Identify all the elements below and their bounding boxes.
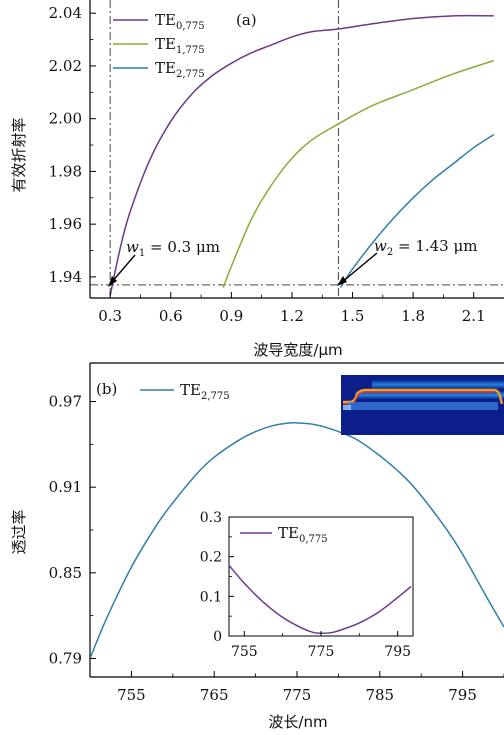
panel-a: 0.3 0.6 0.9 1.2 1.5 1.8 2.1 1.94 1.96 1.98 2.00 2.0… [10, 0, 504, 359]
panel-b-series-0 [90, 421, 504, 659]
panel-b-xtick-label-4: 795 [448, 686, 477, 704]
field-image-edge [343, 405, 351, 410]
legend-label-te1: TE1,775 [155, 35, 205, 56]
mode-field-image [341, 375, 504, 435]
inset-ticks: 755 775 795 0 0.1 0.2 0.3 [200, 510, 411, 660]
panel-a-ytick-label-2: 1.98 [49, 162, 82, 180]
panel-a-ytick-label-3: 2.00 [49, 110, 82, 128]
inset-ytick-label-3: 0.3 [200, 510, 222, 526]
inset-xtick-label-2: 795 [384, 644, 411, 660]
panel-a-ytick-label-5: 2.04 [49, 4, 82, 22]
annotation-w2-arrowhead [337, 276, 347, 286]
inset-legend-label: TE0,775 [278, 524, 328, 545]
legend-label-te2-b: TE2,775 [180, 381, 230, 402]
inset-frame [228, 516, 414, 637]
panel-b-ylabel: 透过率 [10, 509, 28, 554]
field-image-band-2 [355, 391, 504, 399]
panel-a-series-0 [109, 14, 494, 296]
panel-a-xtick-label-5: 1.8 [401, 307, 425, 325]
field-image-bar [348, 402, 498, 410]
inset-ytick-label-2: 0.2 [200, 550, 222, 566]
panel-a-xtick-label-0: 0.3 [98, 307, 122, 325]
panel-a-ticks: 0.3 0.6 0.9 1.2 1.5 1.8 2.1 1.94 1.96 1.98 2.00 2.0… [49, 4, 486, 325]
panel-a-series-2 [339, 133, 495, 288]
panel-b-xlabel: 波长/nm [268, 713, 327, 731]
panel-a-xtick-label-4: 1.5 [341, 307, 365, 325]
field-image-core [343, 388, 504, 405]
panel-a-ytick-label-4: 2.02 [49, 57, 82, 75]
panel-b-label: (b) [96, 380, 117, 398]
panel-a-ytick-label-1: 1.96 [49, 215, 82, 233]
panel-b-series [90, 421, 504, 659]
annotation-w1: w1 = 0.3 μm [108, 238, 220, 287]
panel-a-ylabel: 有效折射率 [10, 117, 28, 192]
panel-b-ytick-label-0: 0.79 [49, 649, 82, 667]
panel-a-series [109, 14, 495, 296]
annotation-w1-arrowhead [108, 276, 117, 287]
panel-a-xtick-label-1: 0.6 [159, 307, 183, 325]
inset-xtick-label-1: 775 [308, 644, 335, 660]
panel-b-legend: TE2,775 [140, 381, 230, 402]
inset-ytick-label-0: 0 [213, 629, 222, 645]
panel-a-xtick-label-3: 1.2 [280, 307, 304, 325]
panel-a-legend: TE0,775 TE1,775 TE2,775 [113, 11, 205, 80]
panel-b-ytick-label-3: 0.97 [49, 393, 82, 411]
panel-a-reference-lines [90, 0, 504, 298]
panel-b-ticks: 755 765 775 785 795 0.79 0.85 0.91 0.97 [49, 393, 504, 704]
panel-a-ytick-label-0: 1.94 [49, 268, 82, 286]
panel-a-series-1 [222, 59, 495, 288]
annotation-w1-label: w1 = 0.3 μm [126, 238, 220, 259]
annotation-w2-arrow [340, 252, 378, 284]
panel-b-xtick-label-2: 775 [283, 686, 312, 704]
panel-b-xtick-label-0: 755 [117, 686, 146, 704]
panel-b: 755 765 775 785 795 0.79 0.85 0.91 0.97 波长/nm 透过… [10, 362, 504, 731]
panel-a-label: (a) [236, 11, 257, 29]
annotation-w1-arrow [110, 254, 136, 284]
legend-label-te0: TE0,775 [155, 11, 205, 32]
panel-a-xtick-label-2: 0.9 [219, 307, 243, 325]
panel-a-xtick-label-6: 2.1 [462, 307, 486, 325]
field-image-band-1 [372, 380, 504, 389]
panel-b-xtick-label-3: 785 [365, 686, 394, 704]
panel-a-xlabel: 波导宽度/μm [253, 341, 342, 359]
panel-b-ytick-label-1: 0.85 [49, 564, 82, 582]
inset-chart: 755 775 795 0 0.1 0.2 0.3 TE0,775 [200, 510, 414, 660]
panel-b-ytick-label-2: 0.91 [49, 478, 82, 496]
annotation-w2-label: w2 = 1.43 μm [374, 237, 477, 258]
inset-ytick-label-1: 0.1 [200, 589, 222, 605]
inset-xtick-label-0: 755 [231, 644, 258, 660]
annotation-w2: w2 = 1.43 μm [337, 237, 477, 286]
inset-legend: TE0,775 [240, 524, 328, 545]
legend-label-te2: TE2,775 [155, 59, 205, 80]
panel-b-xtick-label-1: 765 [200, 686, 229, 704]
